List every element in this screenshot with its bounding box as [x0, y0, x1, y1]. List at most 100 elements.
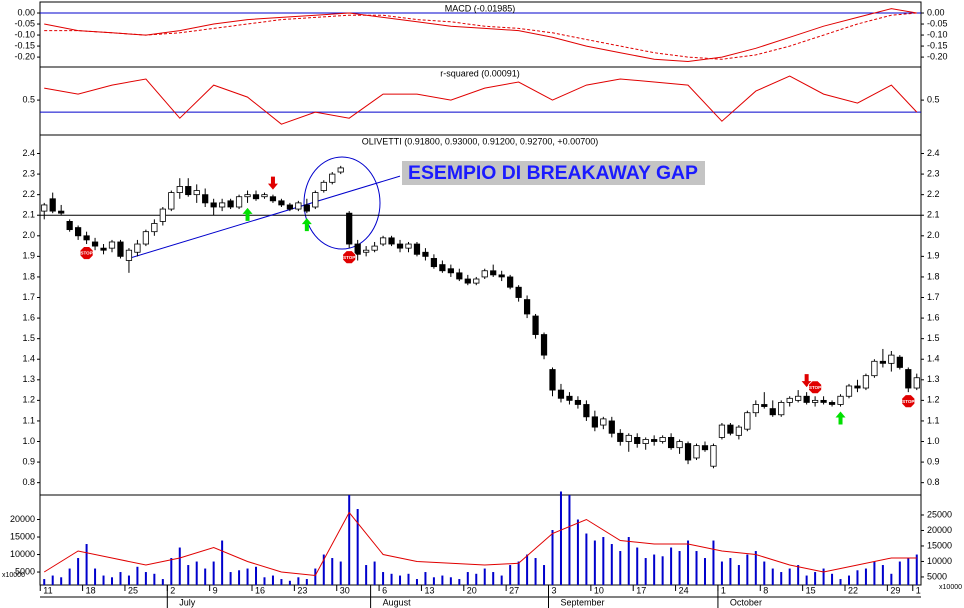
volume-bar	[356, 509, 359, 585]
volume-bar	[399, 575, 402, 585]
y-tick-label: 1.5	[927, 333, 940, 343]
candle-body	[828, 402, 836, 405]
signal-buy	[835, 411, 846, 425]
annotation-box	[402, 161, 705, 185]
signal-buy	[301, 218, 312, 232]
candle-body	[396, 243, 404, 249]
y-tick-label: 1.1	[927, 415, 940, 425]
y-tick-label: 2.4	[927, 148, 940, 158]
candle-body	[583, 404, 590, 418]
y-tick-label: 25000	[927, 509, 952, 519]
volume-bar	[653, 554, 656, 585]
candle-body	[651, 439, 658, 442]
volume-bar	[915, 554, 918, 585]
month-label: September	[561, 597, 605, 607]
volume-bar	[111, 577, 114, 585]
x-tick-label: 17	[636, 585, 646, 595]
volume-bar	[161, 579, 164, 585]
volume-average	[43, 511, 917, 577]
volume-bar	[788, 568, 791, 585]
y-tick-label: -0.05	[927, 18, 948, 28]
y-tick-label: 2.0	[22, 230, 35, 240]
volume-bar	[246, 568, 249, 585]
annotation: ESEMPIO DI BREAKAWAY GAP	[408, 163, 698, 184]
volume-bar	[822, 568, 825, 585]
x-tick-label: 6	[382, 585, 387, 595]
candle-body	[634, 436, 641, 444]
candle-body	[456, 272, 463, 280]
stop-sign	[79, 246, 94, 260]
volume-bar	[559, 491, 562, 585]
candle-body	[354, 243, 361, 255]
x-tick-label: 15	[806, 585, 816, 595]
candle-body	[413, 243, 421, 255]
y-tick-label: 0.00	[927, 7, 945, 17]
volume-bar	[178, 547, 181, 585]
volume-bar	[119, 572, 122, 585]
volume-bar	[458, 579, 461, 585]
candle-body	[134, 243, 141, 253]
y-tick-label: -0.10	[14, 29, 35, 39]
candle-body	[507, 276, 514, 288]
candle-body	[473, 278, 480, 284]
candle-body	[625, 434, 632, 442]
volume-bar	[466, 572, 469, 585]
candle-body	[125, 249, 133, 261]
candle-body	[261, 194, 268, 198]
candle-body	[811, 399, 819, 403]
volume-bar	[661, 556, 664, 585]
y-tick-label: 1.0	[22, 436, 35, 446]
volume-bar	[771, 568, 774, 585]
candle-body	[667, 436, 675, 449]
volume-bar	[576, 519, 579, 585]
candle-body	[659, 436, 666, 442]
x-tick-label: 29	[890, 585, 900, 595]
y-tick-label: -0.10	[927, 29, 948, 39]
x-tick-label: 30	[340, 585, 350, 595]
y-tick-label: 1.9	[927, 251, 940, 261]
signal-buy	[242, 207, 253, 221]
volume-bar	[754, 551, 757, 585]
x-tick-label: 10	[594, 585, 604, 595]
volume-bar	[898, 561, 901, 585]
volume-bar	[280, 579, 283, 585]
volume-bar	[881, 565, 884, 585]
volume-bar	[636, 547, 639, 585]
candle-body	[845, 385, 853, 397]
volume-bar	[517, 561, 520, 585]
volume-bar	[51, 575, 54, 585]
candle-body	[701, 445, 709, 451]
signal-arrow	[835, 411, 846, 425]
volume-bar	[187, 565, 190, 585]
candle-body	[523, 299, 531, 315]
candle-body	[329, 173, 336, 183]
x-tick-label: 27	[509, 585, 519, 595]
candle-body	[676, 441, 683, 449]
candle-body	[193, 190, 200, 196]
volume-bar	[483, 568, 486, 585]
candle-body	[905, 369, 912, 389]
y-tick-label: 10000	[10, 549, 35, 559]
candle-body	[498, 274, 505, 278]
volume-bar	[746, 554, 749, 585]
gap-circle	[303, 156, 381, 250]
signal-stop: STOP	[808, 380, 822, 395]
y-tick-label: 10000	[927, 556, 952, 566]
volume-bar	[831, 573, 834, 585]
candle-body	[608, 420, 615, 434]
volume-bar	[424, 572, 427, 585]
candle-body	[405, 243, 412, 249]
volume-bar	[602, 537, 605, 585]
y-tick-label: 0.5	[22, 94, 35, 104]
volume-bar	[271, 575, 274, 585]
y-tick-label: -0.15	[927, 40, 948, 50]
candle-body	[744, 412, 751, 430]
y-tick-label: 1.0	[927, 436, 940, 446]
volume-bar	[873, 561, 876, 585]
x-tick-label: 24	[679, 585, 689, 595]
candle-body	[769, 408, 776, 416]
candle-body	[75, 227, 82, 237]
candle-body	[303, 204, 310, 212]
y-tick-label: 1.7	[927, 292, 940, 302]
y-tick-label: 0.8	[927, 477, 940, 487]
